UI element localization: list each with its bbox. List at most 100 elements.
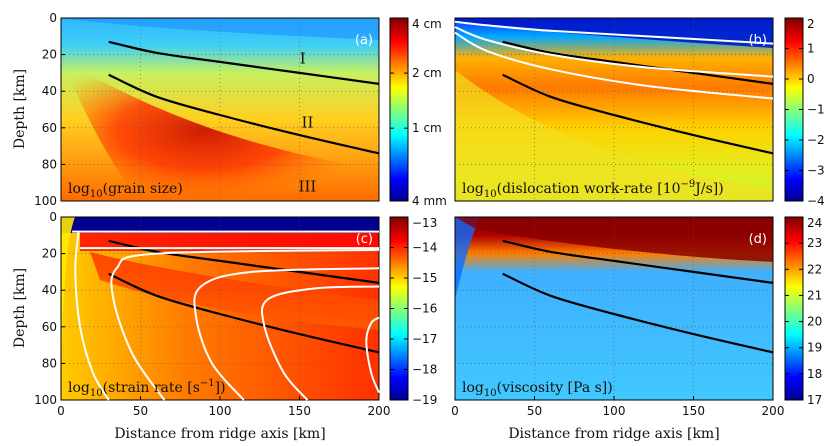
white-contour (365, 316, 380, 394)
colorbar-tick-label: 17 (807, 393, 822, 407)
y-tick-label: 0 (49, 11, 57, 25)
x-tick-label: 50 (133, 404, 148, 418)
colorbar-tick-label: 23 (807, 236, 822, 250)
grid-c (61, 217, 379, 400)
panel-label-c: log10(strain rate [s−1]) (68, 378, 226, 399)
colorbar-a: 4 cm 2 cm 1 cm 4 mm (389, 17, 447, 208)
y-tick-label: 40 (42, 283, 57, 297)
boundary-line (108, 73, 380, 155)
x-tick-label: 150 (288, 404, 311, 418)
white-contour (110, 248, 380, 401)
colorbar-tick-label: 18 (807, 367, 822, 381)
colorbar-tick-label: −18 (412, 363, 437, 377)
contours-c (72, 230, 380, 401)
boundary-line (502, 73, 774, 155)
grid-d (455, 217, 773, 400)
x-tick-label: 200 (762, 404, 785, 418)
colorbar-tick-label: −14 (412, 241, 437, 255)
x-tick-label: 150 (682, 404, 705, 418)
y-tick-label: 40 (42, 84, 57, 98)
colorbar-tick-label: 1 (807, 42, 815, 56)
panel-tag-b: (b) (749, 33, 767, 48)
colorbar-b: 2 1 0 −1 −2 −3 −4 (784, 17, 825, 208)
white-contour (260, 285, 380, 401)
x-tick-label: 50 (527, 404, 542, 418)
colorbar-tick-label: 24 (807, 216, 822, 230)
boundary-line (502, 40, 774, 85)
colorbar-c: −13 −14 −15 −16 −17 −18 −19 (389, 216, 437, 407)
y-axis-label-c: Depth [km] (12, 268, 28, 348)
colorbar-tick-label: 2 (807, 17, 815, 31)
colorbar-tick-label: 19 (807, 341, 822, 355)
contours-b (454, 20, 774, 100)
colorbar-tick-label: −15 (412, 271, 437, 285)
boundaries-a (108, 40, 380, 155)
x-tick-label: 0 (57, 404, 65, 418)
panel-label-a: log10(grain size) (68, 181, 183, 200)
panel-tag-c: (c) (356, 232, 373, 247)
white-contour (454, 20, 774, 45)
x-tick-label: 100 (209, 404, 232, 418)
x-ticks-c: 0 50 100 150 200 (57, 396, 390, 418)
colorbar-tick-label: −1 (807, 103, 825, 117)
boundary-line (502, 272, 774, 354)
heatmap-field-a (61, 18, 379, 201)
y-tick-label: 100 (34, 194, 57, 208)
colorbar-tick-label: 1 cm (412, 121, 442, 135)
y-ticks-a: 0 20 40 60 80 100 (34, 11, 65, 208)
boundary-line (108, 272, 380, 354)
panel-label-d: log10(viscosity [Pa s]) (462, 380, 613, 399)
colorbar-tick-label: 0 (807, 72, 815, 86)
region-label: I (300, 49, 306, 67)
panel-tag-d: (d) (749, 232, 767, 247)
panel-d: 0 50 100 150 200 (d) log10(viscosity [Pa s])… (451, 216, 784, 442)
colorbar-tick-label: −2 (807, 133, 825, 147)
colorbar-tick-label: 22 (807, 262, 822, 276)
white-contour (74, 231, 110, 401)
heatmap-field-b (455, 18, 773, 201)
colorbar-tick-label: −13 (412, 216, 437, 230)
y-tick-label: 0 (49, 210, 57, 224)
x-axis-label-d: Distance from ridge axis [km] (508, 426, 719, 442)
y-tick-label: 20 (42, 247, 57, 261)
panel-label-b: log10(dislocation work-rate [10−9J/s]) (462, 179, 724, 200)
panel-b: (b) log10(dislocation work-rate [10−9J/s… (454, 17, 774, 202)
y-tick-label: 20 (42, 48, 57, 62)
boundaries-d (502, 239, 774, 354)
y-ticks-c: 0 20 40 60 80 100 (34, 210, 65, 407)
colorbar-tick-label: −4 (807, 194, 825, 208)
colorbar-tick-label: 4 mm (412, 194, 447, 208)
colorbar-tick-label: −3 (807, 164, 825, 178)
y-tick-label: 80 (42, 356, 57, 370)
x-tick-label: 200 (368, 404, 391, 418)
y-tick-label: 100 (34, 393, 57, 407)
boundaries-c (108, 239, 380, 354)
y-axis-label-a: Depth [km] (12, 69, 28, 149)
boundary-line (108, 239, 380, 284)
heatmap-field-c (61, 217, 379, 400)
white-contour (454, 26, 774, 78)
colorbar-d: 24 23 22 21 20 19 18 17 (784, 216, 822, 407)
x-tick-label: 100 (603, 404, 626, 418)
panel-tag-a: (a) (355, 33, 373, 48)
y-tick-label: 80 (42, 157, 57, 171)
region-label: III (299, 177, 317, 195)
x-tick-label: 0 (451, 404, 459, 418)
panel-c: 0 20 40 60 80 100 0 50 100 150 200 (c) log10(stra… (12, 210, 390, 442)
heatmap-field-d (455, 217, 773, 400)
x-ticks-d: 0 50 100 150 200 (451, 396, 784, 418)
colorbar-tick-label: 2 cm (412, 66, 442, 80)
grid-b (455, 18, 773, 201)
colorbar-tick-label: 21 (807, 288, 822, 302)
colorbar-tick-label: 4 cm (412, 17, 442, 31)
x-axis-label-c: Distance from ridge axis [km] (114, 426, 325, 442)
region-label: II (302, 113, 314, 131)
y-tick-label: 60 (42, 121, 57, 135)
y-tick-label: 60 (42, 320, 57, 334)
white-contour (193, 267, 380, 401)
boundaries-b (502, 40, 774, 155)
grid-a (61, 18, 379, 201)
boundary-line (502, 239, 774, 284)
